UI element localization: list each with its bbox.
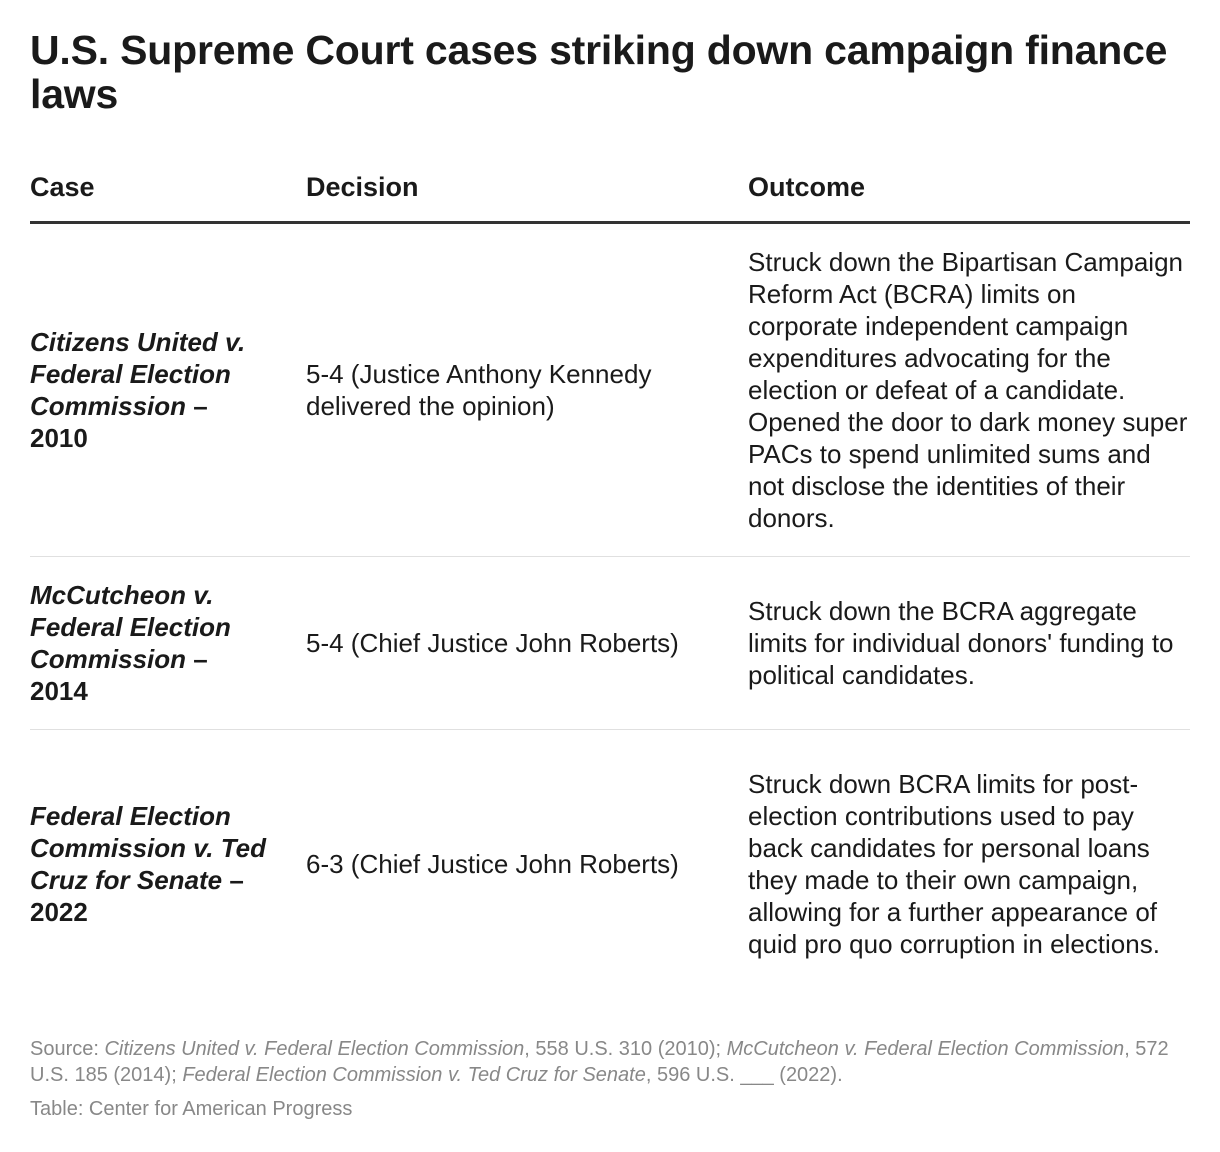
source-citation: , 572 U.S. 185 (2014); <box>30 1037 1169 1086</box>
page: U.S. Supreme Court cases striking down c… <box>30 27 1190 1120</box>
case-cell: McCutcheon v. Federal Election Commissio… <box>30 556 306 730</box>
source-citation: , 596 U.S. ___ (2022). <box>645 1063 843 1086</box>
case-year: – 2022 <box>30 864 244 927</box>
case-name: Citizens United v. Federal Election Comm… <box>30 326 306 454</box>
table-header-row: Case Decision Outcome <box>30 172 1190 224</box>
source-case-ted-cruz: Federal Election Commission v. Ted Cruz … <box>182 1063 646 1086</box>
decision-text: 5-4 (Chief Justice John Roberts) <box>306 628 679 658</box>
source-note: Source: Citizens United v. Federal Elect… <box>30 1036 1190 1088</box>
table-row: McCutcheon v. Federal Election Commissio… <box>30 556 1190 730</box>
case-year: – 2010 <box>30 391 208 453</box>
outcome-cell: Struck down the BCRA aggregate limits fo… <box>748 556 1190 730</box>
outcome-cell: Struck down the Bipartisan Campaign Refo… <box>748 222 1190 557</box>
decision-text: 6-3 (Chief Justice John Roberts) <box>306 848 679 879</box>
case-year: – 2014 <box>30 644 208 706</box>
case-cell: Federal Election Commission v. Ted Cruz … <box>30 730 306 998</box>
table-row: Citizens United v. Federal Election Comm… <box>30 222 1190 557</box>
table-row: Federal Election Commission v. Ted Cruz … <box>30 730 1190 998</box>
case-title: McCutcheon v. Federal Election Commissio… <box>30 580 231 674</box>
case-name: Federal Election Commission v. Ted Cruz … <box>30 800 306 928</box>
case-cell: Citizens United v. Federal Election Comm… <box>30 222 306 557</box>
table-credit: Table: Center for American Progress <box>30 1097 353 1120</box>
source-case-citizens-united: Citizens United v. Federal Election Comm… <box>104 1037 525 1060</box>
decision-cell: 5-4 (Chief Justice John Roberts) <box>306 556 748 730</box>
decision-text: 5-4 (Justice Anthony Kennedy delivered t… <box>306 359 652 421</box>
source-citation: , 558 U.S. 310 (2010); <box>524 1037 727 1060</box>
cases-table: Case Decision Outcome Citizens United v.… <box>30 172 1190 998</box>
decision-cell: 5-4 (Justice Anthony Kennedy delivered t… <box>306 222 748 557</box>
page-title: U.S. Supreme Court cases striking down c… <box>30 27 1168 117</box>
source-case-mccutcheon: McCutcheon v. Federal Election Commissio… <box>726 1037 1125 1060</box>
case-title: Citizens United v. Federal Election Comm… <box>30 327 246 421</box>
column-header-decision: Decision <box>306 172 748 224</box>
decision-cell: 6-3 (Chief Justice John Roberts) <box>306 730 748 998</box>
source-prefix: Source: <box>30 1037 105 1060</box>
case-title: Federal Election Commission v. Ted Cruz … <box>30 800 266 895</box>
case-name: McCutcheon v. Federal Election Commissio… <box>30 579 306 707</box>
column-header-outcome: Outcome <box>748 172 1190 224</box>
column-header-case: Case <box>30 172 306 224</box>
outcome-cell: Struck down BCRA limits for post-electio… <box>748 768 1160 959</box>
